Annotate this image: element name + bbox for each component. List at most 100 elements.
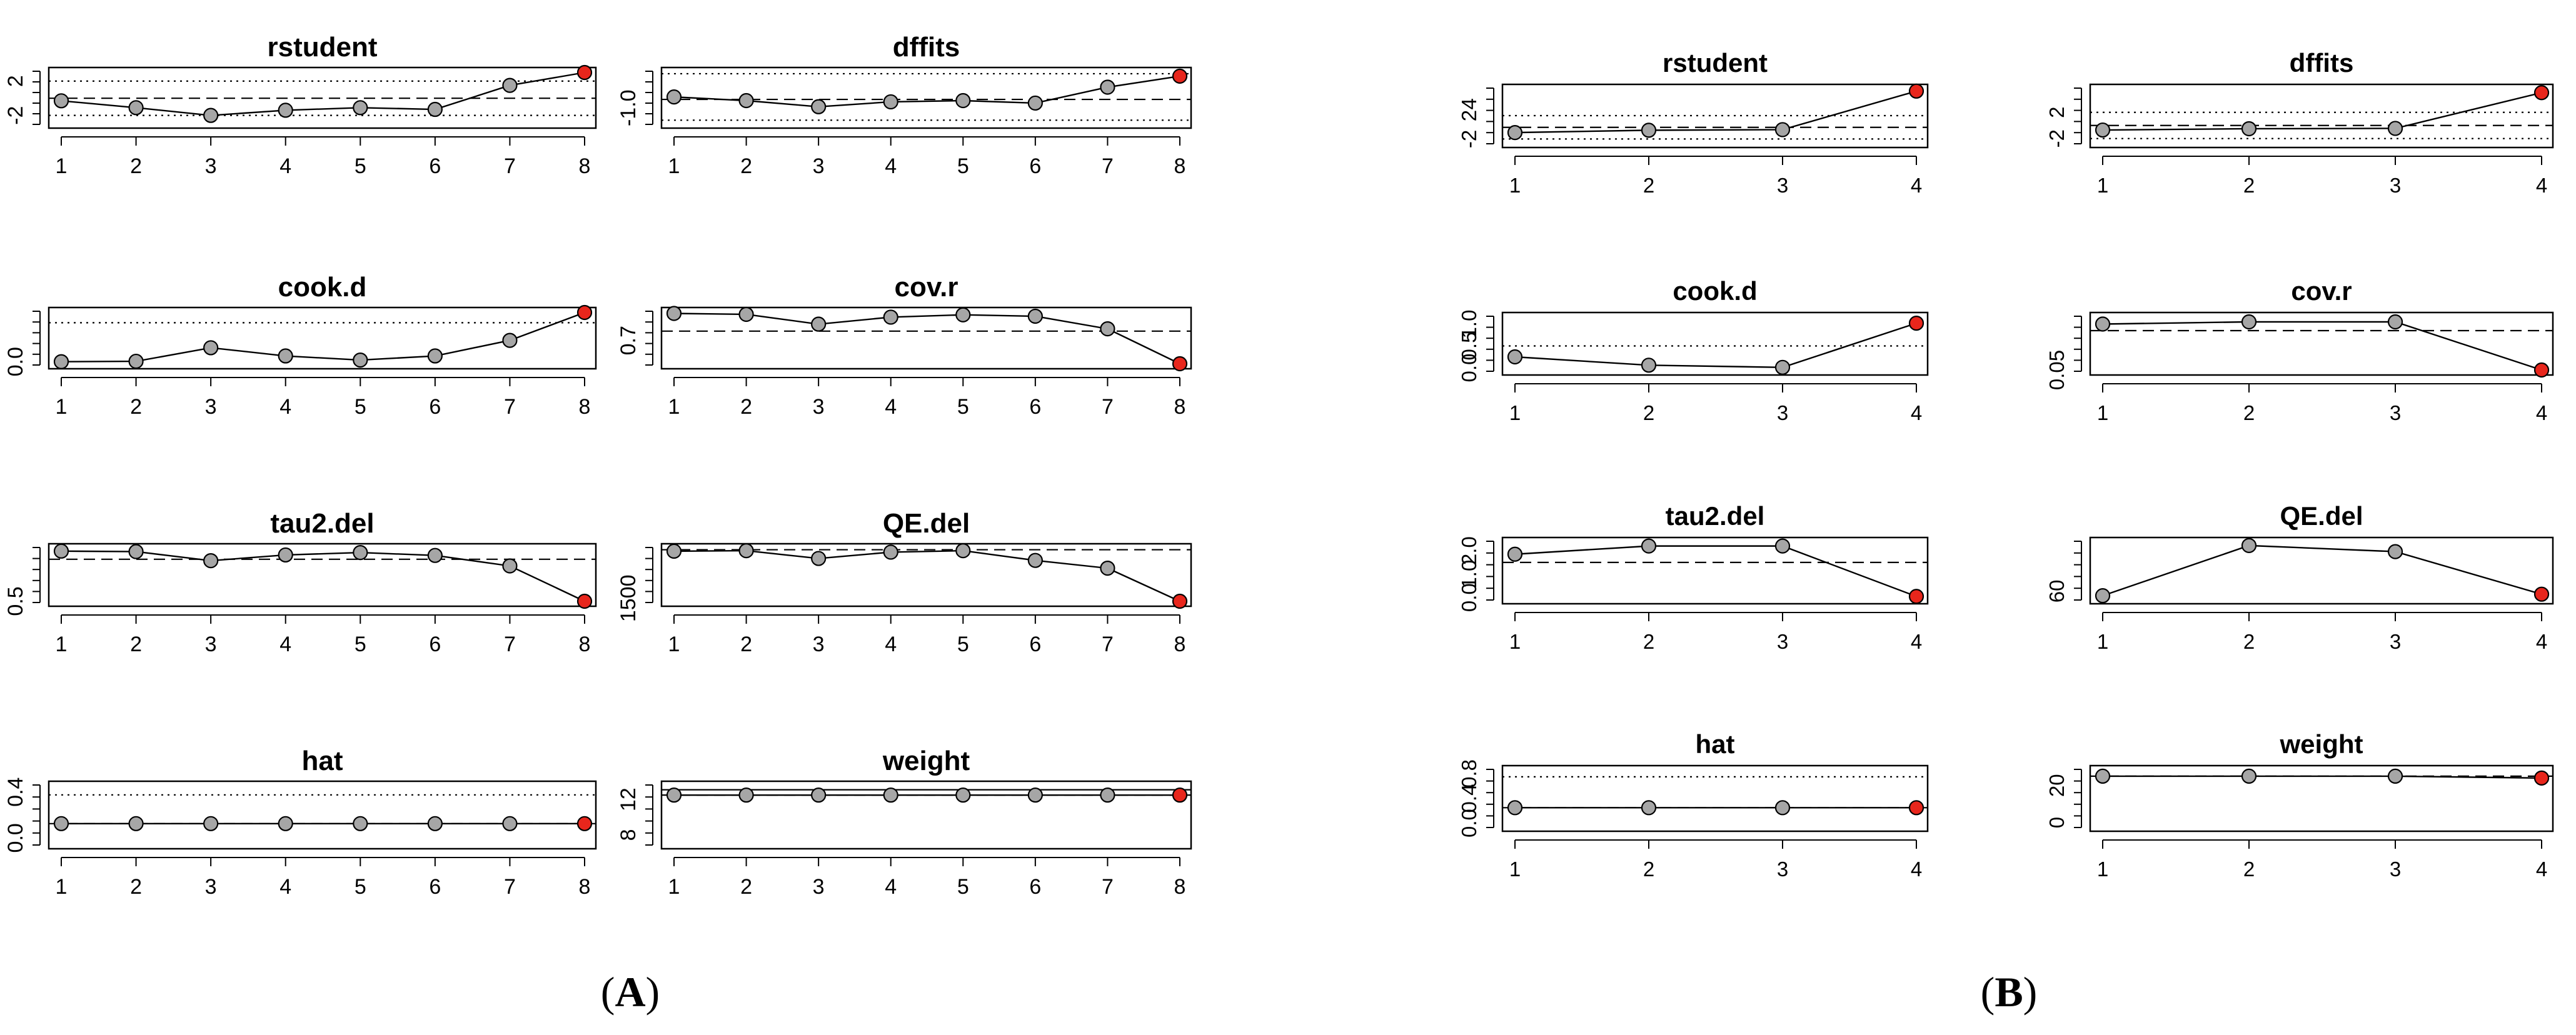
subplot-title: QE.del <box>883 508 970 539</box>
data-point <box>427 348 443 364</box>
x-tick-label: 3 <box>205 632 217 656</box>
data-point <box>1507 349 1523 365</box>
data-point <box>2095 588 2111 604</box>
x-tick-label: 1 <box>1509 174 1521 197</box>
y-tick-label: 8 <box>616 829 640 841</box>
plot-frame <box>660 780 1192 850</box>
data-point <box>502 332 518 348</box>
series-line <box>673 75 1180 108</box>
series-line <box>1514 322 1917 369</box>
data-point <box>1774 359 1791 375</box>
x-tick-label: 8 <box>579 632 591 656</box>
data-point <box>2241 314 2257 330</box>
x-tick-label: 1 <box>56 632 68 656</box>
data-point <box>811 551 827 566</box>
series-line <box>1514 90 1917 134</box>
subplot-title: cov.r <box>895 272 958 302</box>
data-point <box>278 102 293 118</box>
subplot-title: dffits <box>2290 48 2354 78</box>
x-tick-label: 2 <box>740 632 752 656</box>
y-tick-label: 0.7 <box>616 326 640 355</box>
highlighted-point <box>1908 83 1924 99</box>
data-point <box>1507 546 1523 562</box>
subplot-B-QE-del: QE.del 1 2 3 4 60 <box>2045 501 2554 653</box>
y-tick-label: 0.0 <box>4 823 28 852</box>
x-tick-label: 3 <box>1777 401 1788 424</box>
x-tick-label: 6 <box>429 875 441 899</box>
data-point <box>955 307 971 322</box>
y-tick-label: 0.0 <box>4 347 28 376</box>
y-tick-label: 0.5 <box>4 586 28 616</box>
data-point <box>738 306 754 322</box>
data-point <box>811 788 827 803</box>
y-tick-label: -1.0 <box>616 89 640 126</box>
x-tick-label: 2 <box>2243 174 2255 197</box>
data-point <box>353 816 368 831</box>
highlighted-point <box>2533 362 2550 378</box>
x-tick-label: 7 <box>504 632 516 656</box>
data-point <box>666 306 682 321</box>
data-point <box>203 552 219 569</box>
x-tick-label: 1 <box>56 154 68 178</box>
data-point <box>666 89 682 105</box>
data-point <box>883 544 898 560</box>
data-point <box>353 352 368 368</box>
x-tick-label: 7 <box>1102 395 1114 419</box>
data-point <box>53 543 69 559</box>
x-tick-label: 8 <box>1174 154 1186 178</box>
plot-frame <box>660 306 1192 370</box>
x-tick-label: 3 <box>2390 858 2401 881</box>
x-tick-label: 1 <box>1509 401 1521 424</box>
series-line <box>2102 544 2542 597</box>
subplot-A-cov-r: cov.r 1 2 3 4 5 6 7 8 0.7 <box>616 272 1192 419</box>
data-point <box>2095 122 2111 138</box>
subplot-title: weight <box>2280 729 2363 759</box>
subplot-A-tau2-del: tau2.del 1 2 3 4 5 6 7 8 0.5 <box>4 508 597 656</box>
y-tick-label: 0.0 <box>1457 583 1481 612</box>
x-tick-label: 6 <box>1029 875 1041 899</box>
x-tick-label: 4 <box>885 632 897 656</box>
data-point <box>1100 79 1115 95</box>
x-tick-label: 1 <box>56 875 68 899</box>
data-point <box>1027 308 1043 324</box>
data-point <box>1641 800 1657 816</box>
x-tick-label: 2 <box>130 875 142 899</box>
data-point <box>883 94 898 110</box>
x-tick-label: 5 <box>957 154 969 178</box>
subplot-A-cook-d: cook.d 1 2 3 4 5 6 7 8 0.0 <box>4 272 597 419</box>
x-tick-label: 7 <box>1102 632 1114 656</box>
highlighted-point <box>1172 593 1188 609</box>
data-point <box>666 543 682 559</box>
x-tick-label: 3 <box>813 154 825 178</box>
x-tick-label: 8 <box>1174 395 1186 419</box>
data-point <box>278 816 293 831</box>
data-point <box>1507 800 1523 816</box>
y-tick-label: 0.5 <box>1457 332 1481 361</box>
x-tick-label: 4 <box>885 154 897 178</box>
data-point <box>427 548 443 563</box>
subplot-A-hat: hat 1 2 3 4 5 6 7 8 0.0 0.4 <box>4 746 597 899</box>
x-tick-label: 5 <box>355 632 366 656</box>
y-tick-label: 20 <box>2045 774 2068 797</box>
y-tick-label: 60 <box>2045 579 2068 602</box>
x-tick-label: 1 <box>1509 858 1521 881</box>
y-tick-label: 0 <box>2045 817 2068 828</box>
plot-frame <box>48 780 597 850</box>
x-tick-label: 2 <box>740 875 752 899</box>
x-tick-label: 1 <box>2097 858 2108 881</box>
y-tick-label: 0.8 <box>1457 759 1481 788</box>
x-tick-label: 4 <box>2536 174 2547 197</box>
x-tick-label: 7 <box>504 395 516 419</box>
data-point <box>1027 95 1043 111</box>
x-tick-label: 7 <box>1102 875 1114 899</box>
x-tick-label: 3 <box>1777 174 1788 197</box>
x-tick-label: 2 <box>1643 174 1654 197</box>
subplot-B-cook-d: cook.d 1 2 3 4 0.00.51.0 <box>1457 276 1929 424</box>
data-point <box>1027 788 1043 803</box>
plot-frame <box>48 306 597 370</box>
series-line <box>673 312 1180 365</box>
x-tick-label: 8 <box>579 154 591 178</box>
series-line <box>2102 92 2542 131</box>
